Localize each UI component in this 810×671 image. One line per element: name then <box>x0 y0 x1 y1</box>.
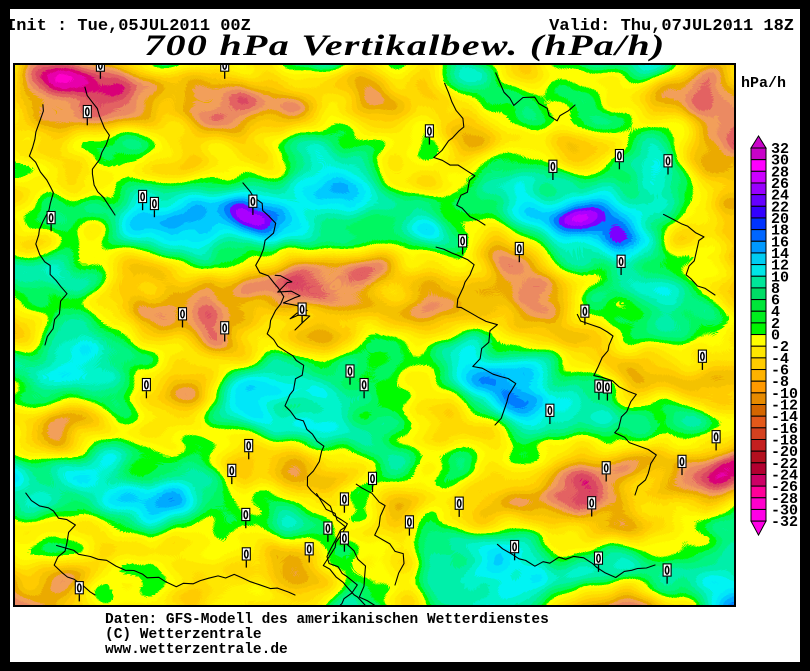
svg-text:-32: -32 <box>771 514 798 531</box>
